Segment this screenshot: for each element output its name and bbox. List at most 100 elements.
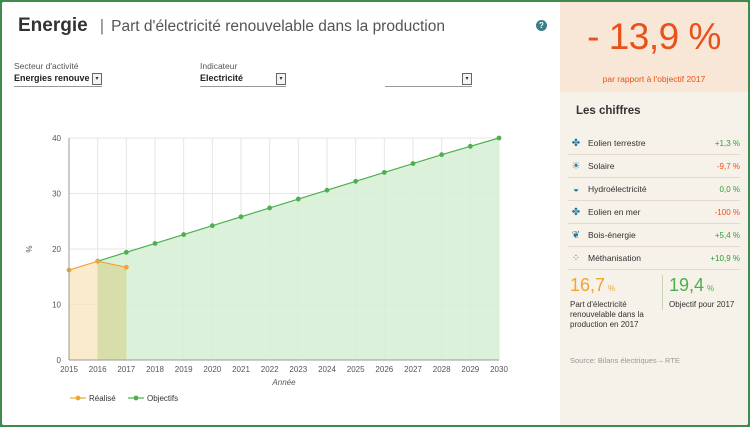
stat-realise-value-wrap: 16,7%	[570, 275, 650, 296]
indicator-label: Indicateur	[200, 61, 238, 71]
chiffres-row: ⁘ Méthanisation +10,9 %	[568, 247, 740, 270]
x-tick-label: 2015	[60, 365, 78, 374]
legend-objectifs-dot	[133, 395, 139, 401]
water-drop-icon: ◒	[572, 183, 580, 195]
realise-point	[95, 258, 101, 264]
chiffres-row-value: +1,3 %	[714, 138, 740, 148]
stat-realise-value: 16,7	[570, 275, 606, 295]
x-tick-label: 2018	[146, 365, 164, 374]
methane-icon: ⁘	[571, 252, 581, 264]
x-tick-label: 2029	[461, 365, 479, 374]
chiffres-list: ✤ Eolien terrestre +1,3 % ☀ Solaire -9,7 % ◒ Hy…	[568, 132, 740, 270]
stat-objectif-unit: %	[707, 284, 715, 293]
y-tick-label: 20	[52, 245, 61, 254]
chiffres-row-label: Eolien terrestre	[588, 138, 646, 148]
y-tick-label: 0	[57, 356, 62, 365]
chiffres-row-value: 0,0 %	[719, 184, 740, 194]
chiffres-row-value: +5,4 %	[714, 230, 740, 240]
sun-icon: ☀	[571, 160, 581, 172]
sector-select-value: Energies renouve	[14, 73, 90, 83]
chiffres-row-value: -9,7 %	[716, 161, 740, 171]
wind-turbine-icon: ✤	[571, 206, 581, 218]
chiffres-row-label: Méthanisation	[588, 253, 641, 263]
indicator-select-value: Electricité	[200, 73, 244, 83]
y-axis-title: %	[25, 245, 34, 252]
title-row: Energie | Part d'électricité renouvelabl…	[16, 15, 445, 45]
x-tick-label: 2025	[347, 365, 365, 374]
x-tick-label: 2021	[232, 365, 250, 374]
chiffres-row-value: -100 %	[714, 207, 740, 217]
objectifs-point	[123, 249, 129, 255]
source-note: Source: Bilans électriques – RTE	[570, 356, 680, 365]
y-tick-label: 40	[52, 134, 61, 143]
chiffres-row-value: +10,9 %	[710, 253, 740, 263]
kpi-caption: par rapport à l'objectif 2017	[602, 74, 706, 84]
page-subtitle: Part d'électricité renouvelable dans la …	[111, 18, 445, 35]
x-tick-label: 2028	[433, 365, 451, 374]
main-panel: Energie | Part d'électricité renouvelabl…	[2, 2, 560, 425]
x-tick-label: 2027	[404, 365, 422, 374]
objectifs-point	[324, 187, 330, 193]
realise-point	[123, 264, 129, 270]
x-tick-label: 2024	[318, 365, 336, 374]
objectifs-point	[467, 143, 473, 149]
chiffres-row-label: Eolien en mer	[588, 207, 641, 217]
y-tick-label: 30	[52, 190, 61, 199]
x-tick-label: 2026	[375, 365, 393, 374]
stat-objectif-value-wrap: 19,4%	[669, 275, 748, 296]
stat-objectif: 19,4% Objectif pour 2017	[662, 275, 748, 310]
objectifs-point	[410, 161, 416, 166]
overlap-area	[97, 261, 127, 360]
chiffres-row: ❦ Bois-énergie +5,4 %	[568, 224, 740, 247]
leaf-icon: ❦	[571, 229, 581, 241]
x-tick-label: 2017	[117, 365, 135, 374]
chiffres-title: Les chiffres	[574, 105, 646, 117]
objectifs-point	[209, 223, 215, 229]
chiffres-row: ☀ Solaire -9,7 %	[568, 155, 740, 178]
kpi-box: - 13,9 % par rapport à l'objectif 2017	[560, 2, 748, 92]
help-icon[interactable]: ?	[536, 20, 547, 31]
stat-realise-unit: %	[608, 284, 616, 293]
x-tick-label: 2019	[175, 365, 193, 374]
sector-label: Secteur d'activité	[14, 61, 79, 71]
legend-realise-label: Réalisé	[89, 394, 116, 403]
sector-select[interactable]: Energies renouve ▾	[14, 71, 102, 87]
x-tick-label: 2030	[490, 365, 508, 374]
stat-realise-desc: Part d'électricité renouvelable dans la …	[570, 300, 644, 329]
objectifs-point	[295, 196, 301, 202]
page-title: Energie	[16, 15, 96, 36]
objectifs-point	[238, 214, 244, 220]
objectifs-point	[381, 170, 387, 175]
chiffres-row: ◒ Hydroélectricité 0,0 %	[568, 178, 740, 201]
stat-realise: 16,7% Part d'électricité renouvelable da…	[570, 275, 650, 330]
x-tick-label: 2022	[261, 365, 279, 374]
chiffres-row-label: Hydroélectricité	[588, 184, 647, 194]
stat-objectif-desc: Objectif pour 2017	[669, 300, 735, 309]
objectifs-point	[353, 178, 359, 184]
objectifs-point	[267, 205, 273, 211]
third-select[interactable]: ▾	[385, 71, 472, 87]
objectifs-point	[496, 135, 502, 141]
chevron-down-icon[interactable]: ▾	[92, 73, 102, 85]
chiffres-row-label: Bois-énergie	[588, 230, 636, 240]
indicator-select[interactable]: Electricité ▾	[200, 71, 286, 87]
x-tick-label: 2020	[203, 365, 221, 374]
title-separator: |	[99, 16, 105, 35]
legend-realise-dot	[75, 395, 81, 401]
objectifs-point	[152, 241, 158, 246]
wind-turbine-icon: ✤	[571, 137, 581, 149]
x-tick-label: 2023	[289, 365, 307, 374]
stat-objectif-value: 19,4	[669, 275, 705, 295]
objectifs-area	[97, 138, 500, 360]
side-panel: - 13,9 % par rapport à l'objectif 2017 L…	[560, 2, 748, 425]
chiffres-row-label: Solaire	[588, 161, 615, 171]
chevron-down-icon[interactable]: ▾	[462, 73, 472, 85]
objectifs-point	[439, 152, 445, 158]
kpi-value: - 13,9 %	[587, 16, 721, 57]
chevron-down-icon[interactable]: ▾	[276, 73, 286, 85]
chiffres-row: ✤ Eolien en mer -100 %	[568, 201, 740, 224]
chiffres-row: ✤ Eolien terrestre +1,3 %	[568, 132, 740, 155]
x-tick-label: 2016	[89, 365, 107, 374]
